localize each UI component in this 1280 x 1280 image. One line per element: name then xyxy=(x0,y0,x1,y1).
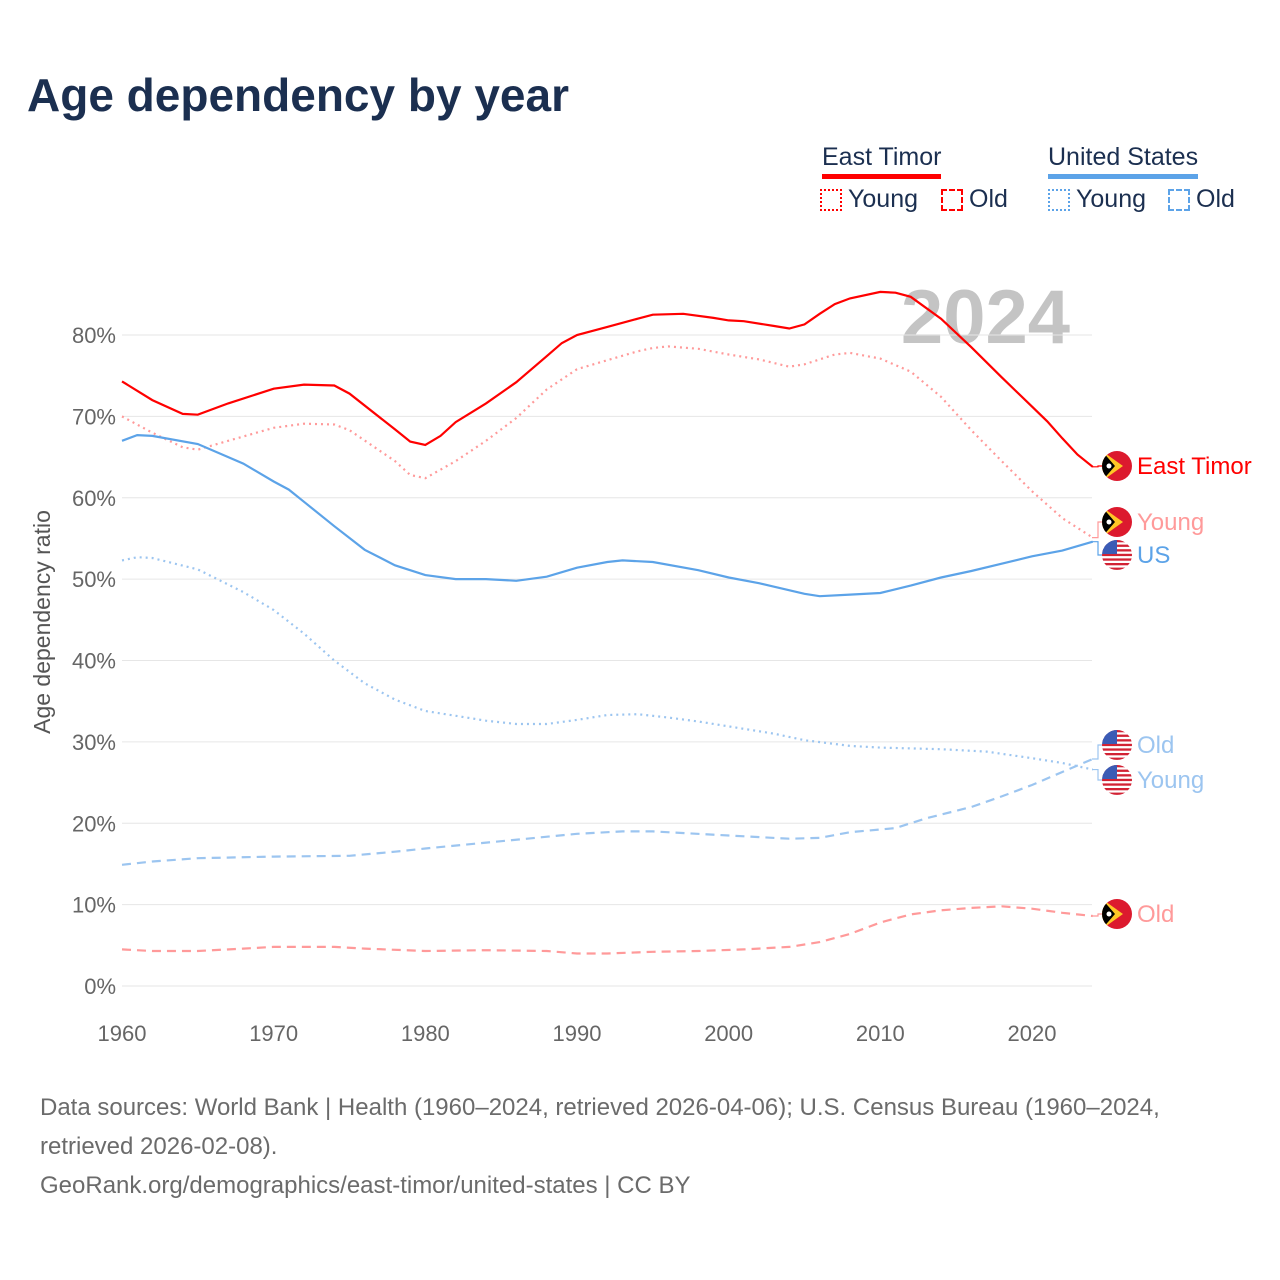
label-connector xyxy=(1092,768,1104,781)
end-label: Old xyxy=(1137,901,1174,928)
legend-east-timor-old: Old xyxy=(941,185,1008,214)
y-tick-label: 20% xyxy=(72,811,116,836)
series-line-united-states xyxy=(121,433,1094,598)
dashed-swatch-icon xyxy=(1168,188,1190,211)
x-tick-label: 1980 xyxy=(401,1021,450,1046)
end-label: Old xyxy=(1137,732,1174,759)
series-line-east-timor-old xyxy=(121,905,1093,955)
x-tick-label: 2000 xyxy=(704,1021,753,1046)
y-tick-label: 40% xyxy=(72,649,116,674)
x-tick-label: 2020 xyxy=(1008,1021,1057,1046)
legend-label: Old xyxy=(969,185,1008,213)
series-line-east-timor-young xyxy=(121,345,1094,539)
y-tick-label: 80% xyxy=(72,323,116,348)
east-timor-flag-icon xyxy=(1102,899,1132,929)
legend-united-states: United States xyxy=(1048,143,1199,179)
series-line-united-states-young xyxy=(121,556,1093,771)
legend-east-timor: East Timor xyxy=(822,143,942,179)
dashed-swatch-icon xyxy=(941,188,963,211)
y-tick-label: 70% xyxy=(72,404,116,429)
label-connector xyxy=(1092,541,1104,556)
end-label: US xyxy=(1137,542,1170,569)
series-line-east-timor xyxy=(121,290,1094,468)
y-tick-label: 50% xyxy=(72,567,116,592)
east-timor-flag-icon xyxy=(1102,451,1132,481)
legend-east-timor-young: Young xyxy=(820,185,918,214)
legend-label: Young xyxy=(848,185,918,213)
end-label: Young xyxy=(1137,509,1204,536)
label-connector xyxy=(1092,521,1104,539)
dotted-swatch-icon xyxy=(820,188,842,211)
us-flag-icon xyxy=(1102,540,1132,570)
y-tick-label: 0% xyxy=(84,974,116,999)
series-line-united-states-old xyxy=(121,757,1094,866)
x-tick-label: 1990 xyxy=(553,1021,602,1046)
y-tick-label: 10% xyxy=(72,893,116,918)
label-connector xyxy=(1092,744,1104,760)
legend-label: Young xyxy=(1076,185,1146,213)
us-flag-icon xyxy=(1102,765,1132,795)
y-tick-label: 60% xyxy=(72,486,116,511)
label-connector xyxy=(1092,913,1104,917)
label-connector xyxy=(1092,465,1104,468)
x-tick-label: 2010 xyxy=(856,1021,905,1046)
x-tick-label: 1970 xyxy=(249,1021,298,1046)
legend-us-old: Old xyxy=(1168,185,1235,214)
legend-label: Old xyxy=(1196,185,1235,213)
year-watermark: 2024 xyxy=(901,275,1070,360)
end-label: East Timor xyxy=(1137,453,1252,480)
east-timor-flag-icon xyxy=(1102,507,1132,537)
source-link[interactable]: GeoRank.org/demographics/east-timor/unit… xyxy=(40,1172,691,1199)
x-tick-label: 1960 xyxy=(98,1021,147,1046)
us-flag-icon xyxy=(1102,730,1132,760)
y-tick-label: 30% xyxy=(72,730,116,755)
y-axis-label: Age dependency ratio xyxy=(29,510,55,734)
dotted-swatch-icon xyxy=(1048,188,1070,211)
chart-title: Age dependency by year xyxy=(27,69,569,121)
data-sources: Data sources: World Bank | Health (1960–… xyxy=(40,1094,1160,1160)
line-chart: 2024 0% 10% 20% 30% 40% 50% 60% 70% 80% 1960 1970 1… xyxy=(29,275,1252,1046)
footer: Data sources: World Bank | Health (1960–… xyxy=(40,1088,1250,1205)
legend-us-young: Young xyxy=(1048,185,1146,214)
end-label: Young xyxy=(1137,767,1204,794)
